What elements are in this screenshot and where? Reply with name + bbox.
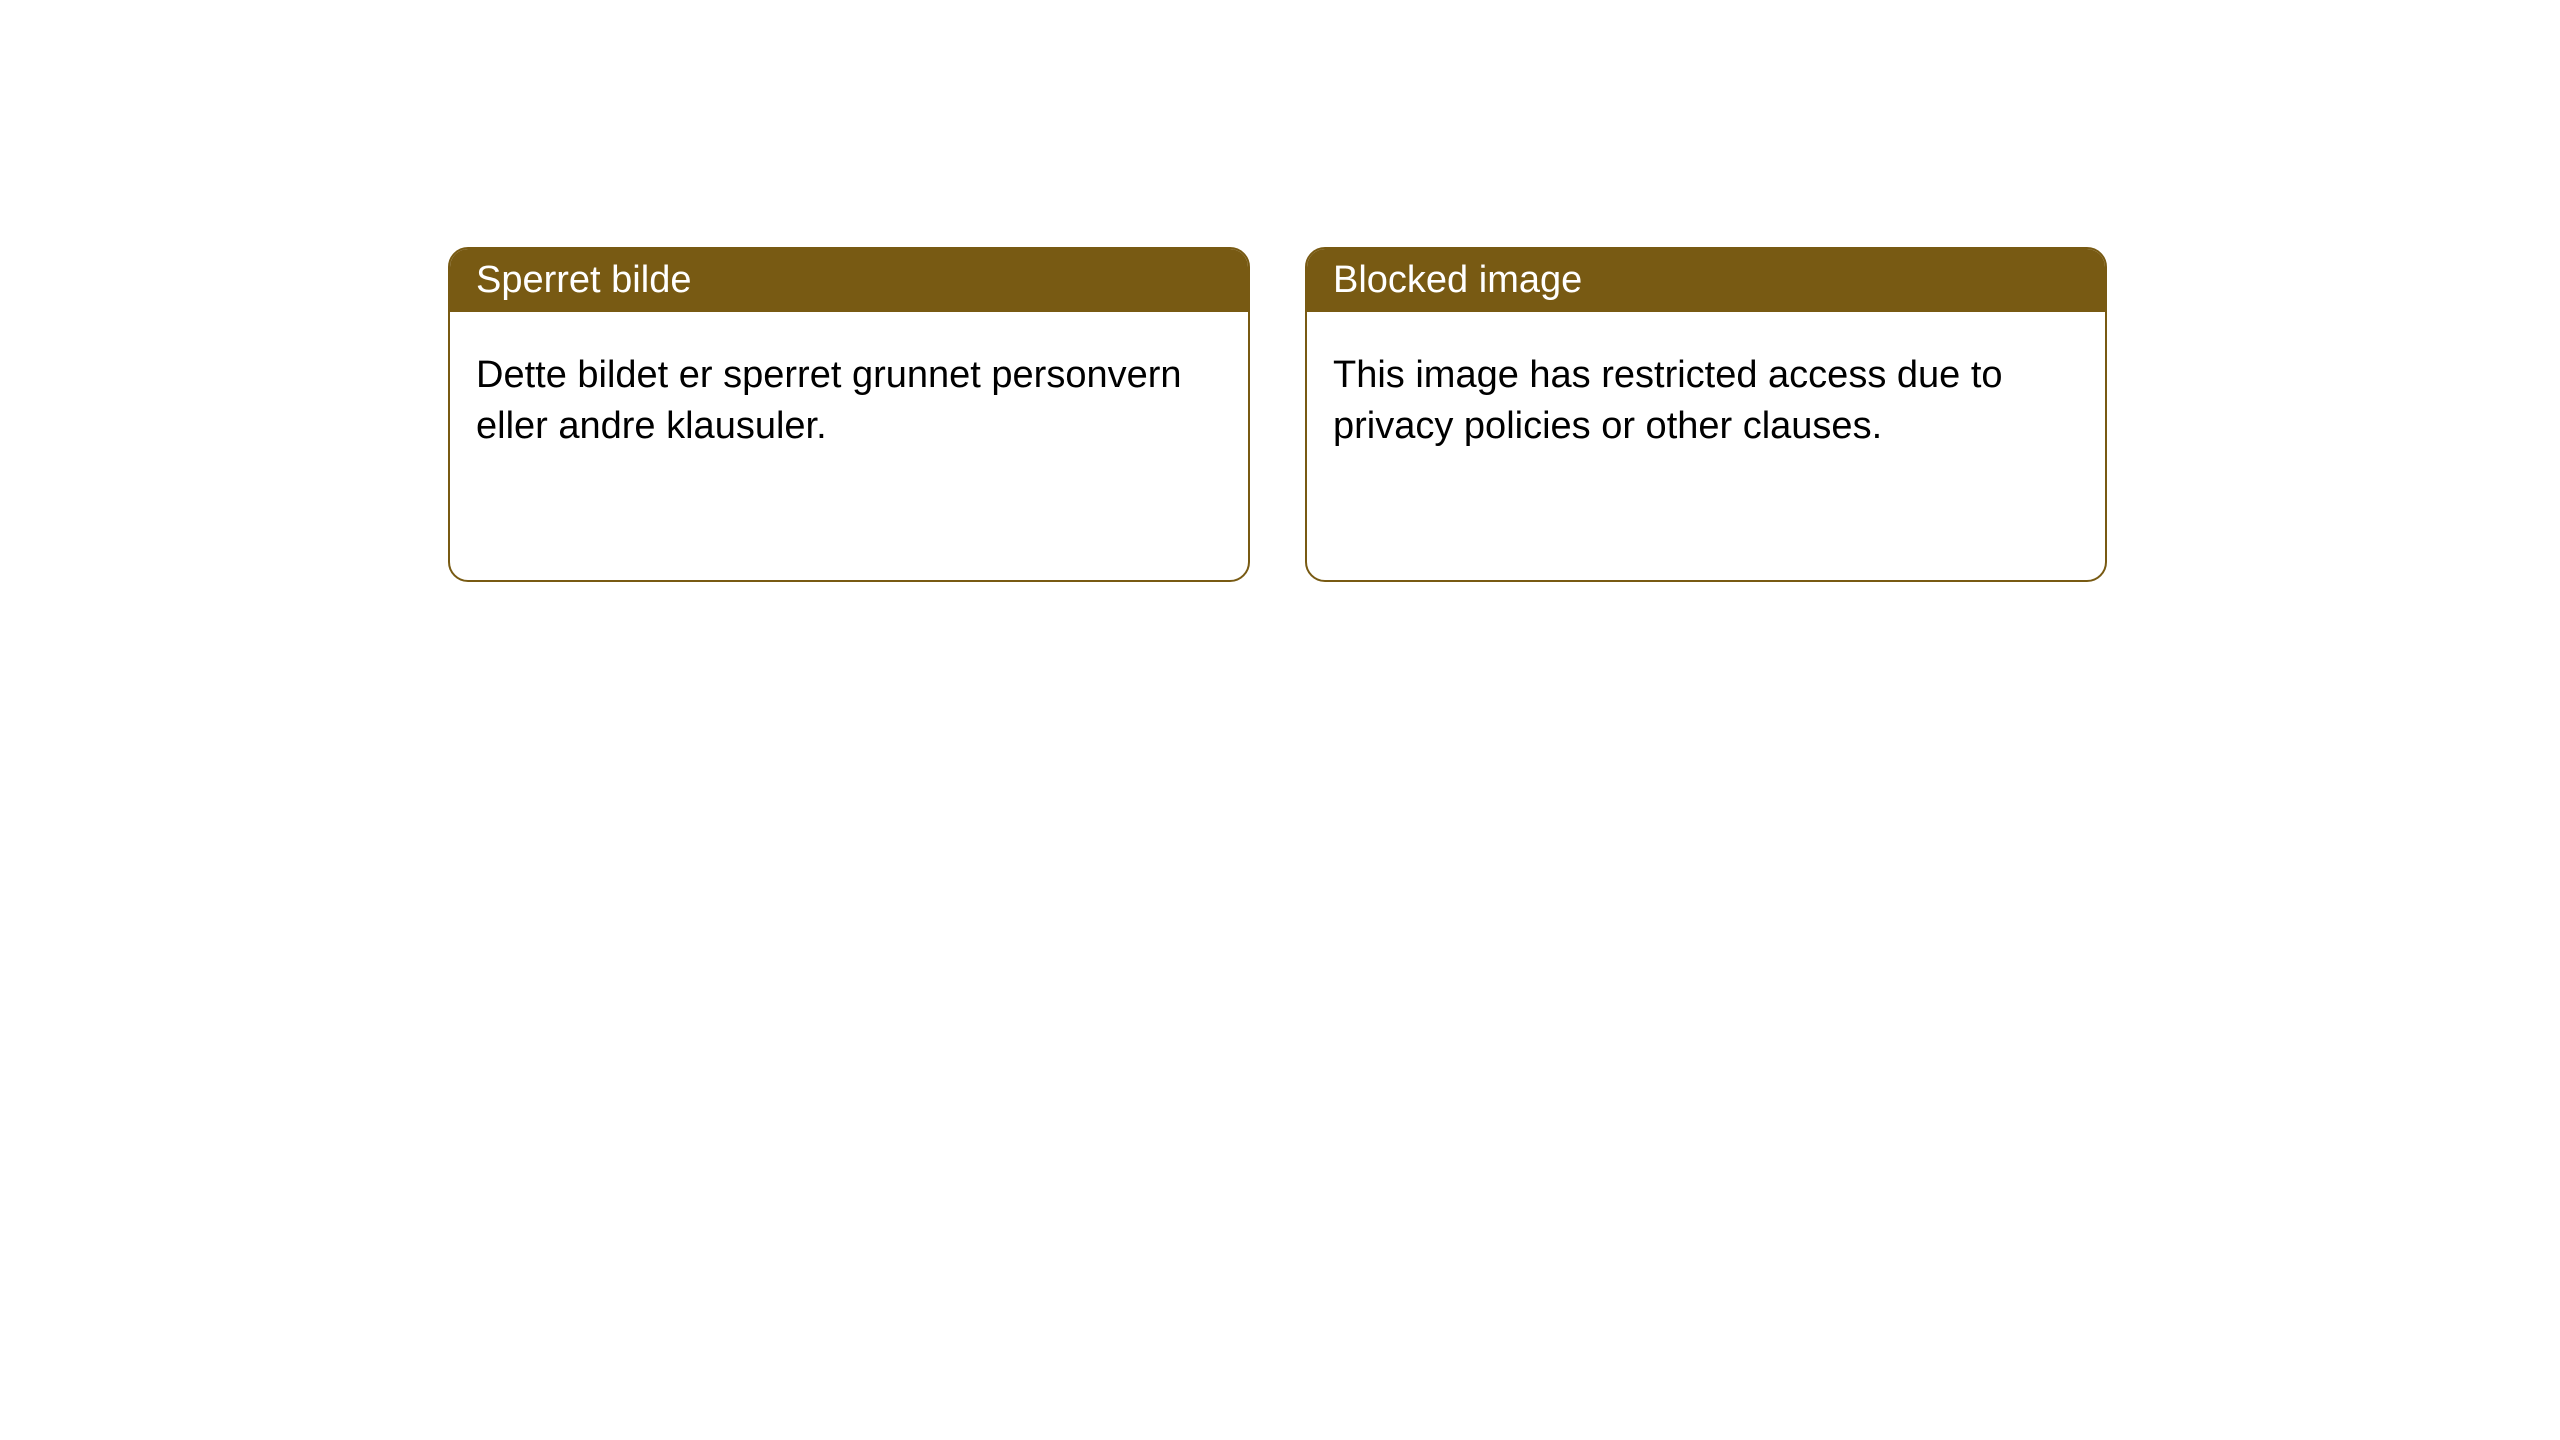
notice-body-text: Dette bildet er sperret grunnet personve…: [476, 354, 1182, 447]
notice-card-body: This image has restricted access due to …: [1307, 312, 2105, 491]
notice-title: Sperret bilde: [476, 259, 691, 301]
notice-card-header: Blocked image: [1307, 249, 2105, 312]
notice-body-text: This image has restricted access due to …: [1333, 354, 2003, 447]
notice-card-en: Blocked image This image has restricted …: [1305, 247, 2107, 582]
notice-title: Blocked image: [1333, 259, 1582, 301]
notice-container: Sperret bilde Dette bildet er sperret gr…: [0, 0, 2560, 582]
notice-card-no: Sperret bilde Dette bildet er sperret gr…: [448, 247, 1250, 582]
notice-card-body: Dette bildet er sperret grunnet personve…: [450, 312, 1248, 491]
notice-card-header: Sperret bilde: [450, 249, 1248, 312]
